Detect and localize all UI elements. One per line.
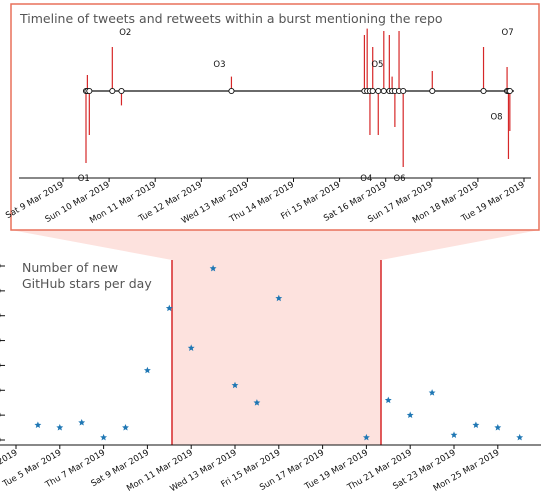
scatter-y-ticks: 0 10 20 30 40 50 60 70 bbox=[0, 262, 5, 446]
annotation-7: O8 bbox=[490, 112, 502, 122]
event-marker-3 bbox=[109, 87, 116, 95]
annotation-5: O6 bbox=[393, 174, 405, 184]
event-marker-4 bbox=[118, 87, 125, 95]
star-point-7 bbox=[187, 344, 195, 351]
annotation-6: O7 bbox=[502, 28, 514, 38]
event-marker-17 bbox=[429, 87, 436, 95]
annotation-4: O5 bbox=[371, 60, 383, 70]
scatter-ytick-label-3: 30 bbox=[0, 361, 1, 371]
scatter-points bbox=[34, 264, 524, 441]
event-marker-11 bbox=[380, 87, 387, 95]
highlight-span bbox=[172, 260, 381, 445]
star-point-0 bbox=[34, 421, 42, 428]
scatter-ytick-label-5: 50 bbox=[0, 312, 1, 322]
scatter-ytick-label-0: 0 bbox=[0, 436, 1, 446]
scatter-ytick-label-2: 20 bbox=[0, 386, 1, 396]
star-point-1 bbox=[56, 423, 64, 431]
star-point-17 bbox=[472, 421, 480, 428]
star-point-10 bbox=[253, 399, 261, 406]
annotation-1: O2 bbox=[119, 28, 131, 38]
event-marker-2 bbox=[86, 87, 93, 95]
scatter-ytick-label-4: 40 bbox=[0, 337, 1, 347]
star-point-18 bbox=[494, 423, 502, 431]
scatter-ytick-label-1: 10 bbox=[0, 411, 1, 421]
scatter-ytick-label-7: 70 bbox=[0, 262, 1, 272]
annotation-0: O1 bbox=[78, 174, 90, 184]
star-point-12 bbox=[362, 433, 370, 441]
timeline-frame bbox=[10, 3, 540, 231]
event-marker-9 bbox=[369, 87, 376, 95]
star-point-6 bbox=[165, 304, 173, 312]
timeline-events: O1 O2 O3 O4 O5 O6 O7 O8 bbox=[78, 28, 514, 184]
star-point-16 bbox=[450, 431, 458, 438]
star-point-9 bbox=[231, 381, 239, 389]
timeline-title: Timeline of tweets and retweets within a… bbox=[19, 11, 443, 26]
event-marker-10 bbox=[375, 87, 382, 95]
scatter-title-line-1: Number of new bbox=[22, 260, 118, 275]
star-point-14 bbox=[406, 411, 414, 419]
event-marker-21 bbox=[506, 87, 513, 95]
event-marker-5 bbox=[228, 87, 235, 95]
event-marker-16 bbox=[400, 87, 407, 95]
star-point-5 bbox=[143, 366, 151, 374]
star-point-15 bbox=[428, 389, 436, 396]
star-point-13 bbox=[384, 396, 392, 404]
star-point-8 bbox=[209, 264, 217, 272]
star-point-2 bbox=[78, 419, 86, 426]
star-point-19 bbox=[516, 433, 524, 441]
event-marker-18 bbox=[480, 87, 487, 95]
annotation-3: O4 bbox=[360, 174, 372, 184]
scatter-title-line-2: GitHub stars per day bbox=[22, 276, 152, 291]
star-point-11 bbox=[275, 294, 283, 302]
star-point-3 bbox=[100, 433, 108, 441]
scatter-ytick-label-6: 60 bbox=[0, 287, 1, 297]
annotation-2: O3 bbox=[213, 60, 225, 70]
star-point-4 bbox=[122, 423, 129, 431]
zoom-band bbox=[11, 230, 539, 260]
